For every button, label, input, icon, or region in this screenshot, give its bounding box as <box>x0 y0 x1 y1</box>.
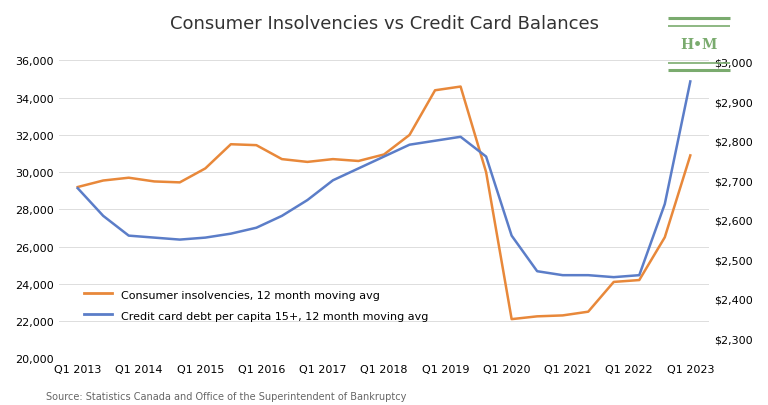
Title: Consumer Insolvencies vs Credit Card Balances: Consumer Insolvencies vs Credit Card Bal… <box>170 15 598 33</box>
Text: Source: Statistics Canada and Office of the Superintendent of Bankruptcy: Source: Statistics Canada and Office of … <box>46 391 406 401</box>
Legend: Consumer insolvencies, 12 month moving avg, Credit card debt per capita 15+, 12 : Consumer insolvencies, 12 month moving a… <box>84 288 429 321</box>
Text: H•M: H•M <box>680 38 717 52</box>
